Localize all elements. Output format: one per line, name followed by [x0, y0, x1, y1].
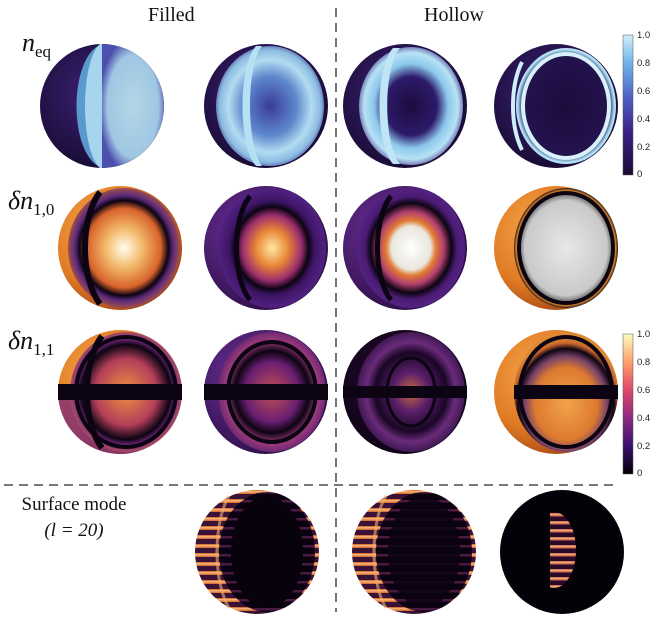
sphere-dn10-filled-2: [204, 186, 328, 310]
sphere-neq-filled-2: [204, 44, 328, 168]
row-label-dn10-symbol: δn: [8, 186, 34, 215]
cbar-top-tick-3: 0.6: [637, 86, 651, 97]
colorbar-top: [622, 34, 634, 176]
sphere-dn11-hollow-2: [494, 330, 618, 454]
sphere-dn11-hollow-1: [343, 330, 467, 454]
row-label-dn11-symbol: δn: [8, 326, 34, 355]
row-label-surface: Surface mode (l = 20): [4, 492, 144, 544]
sphere-surface-hollow-1: [352, 490, 476, 614]
sphere-dn11-filled-1: [58, 330, 182, 454]
sphere-neq-hollow-2: [494, 44, 618, 168]
sphere-surface-filled: [195, 490, 319, 614]
sphere-dn10-hollow-1: [343, 186, 467, 310]
sphere-surface-hollow-2: [500, 490, 624, 614]
row-label-dn10-sub: 1,0: [33, 200, 55, 220]
cbar-top-tick-1: 1.0: [637, 30, 651, 41]
sphere-neq-filled-1: [40, 44, 164, 168]
row-label-dn10: δn1,0: [8, 186, 54, 220]
row-label-neq: neq: [22, 28, 51, 62]
row-label-neq-symbol: n: [22, 28, 35, 57]
row-label-neq-sub: eq: [35, 42, 52, 62]
cbar-bottom-tick-4: 0.4: [637, 413, 651, 424]
cbar-top-tick-5: 0.2: [637, 142, 651, 153]
column-title-hollow: Hollow: [424, 4, 484, 26]
row-label-surface-line2: (l = 20): [44, 520, 104, 541]
colorbar-bottom: [622, 333, 634, 475]
cbar-bottom-tick-1: 1.0: [637, 329, 651, 340]
cbar-top-tick-4: 0.4: [637, 114, 651, 125]
sphere-dn10-filled-1: [58, 186, 182, 310]
cbar-bottom-tick-6: 0: [637, 468, 643, 479]
sphere-dn10-hollow-2: [494, 186, 618, 310]
sphere-dn11-filled-2: [204, 330, 328, 454]
row-label-dn11: δn1,1: [8, 326, 54, 360]
cbar-bottom-tick-2: 0.8: [637, 357, 651, 368]
column-title-filled: Filled: [148, 4, 195, 26]
row-label-surface-line1: Surface mode: [21, 494, 127, 515]
cbar-top-tick-6: 0: [637, 169, 643, 180]
sphere-neq-hollow-1: [343, 44, 467, 168]
cbar-bottom-tick-5: 0.2: [637, 441, 651, 452]
cbar-bottom-tick-3: 0.6: [637, 385, 651, 396]
row-label-dn11-sub: 1,1: [33, 340, 55, 360]
cbar-top-tick-2: 0.8: [637, 58, 651, 69]
